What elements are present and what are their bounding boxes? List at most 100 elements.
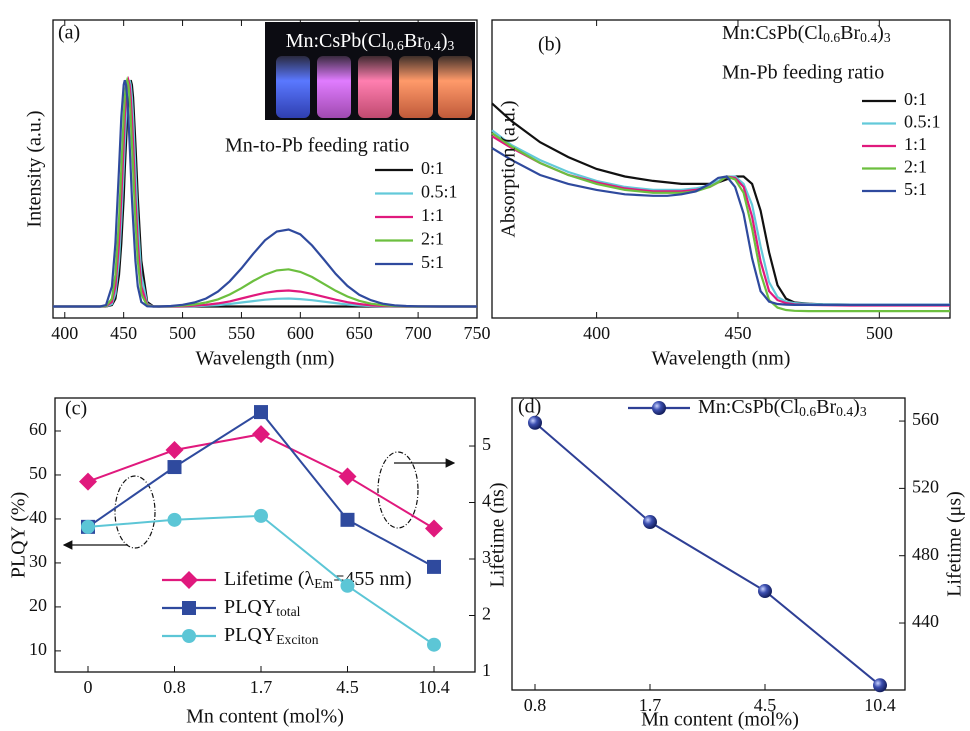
- series-line: [491, 147, 950, 306]
- y2-tick-label: 1: [482, 660, 491, 680]
- series-line: [534, 421, 881, 687]
- x-tick-label: 700: [405, 323, 432, 343]
- x-tick-label: 650: [346, 323, 373, 343]
- y-tick-label: 40: [29, 507, 47, 527]
- inset-text-part: 0.4: [424, 38, 441, 53]
- legend-label: 0:1: [421, 158, 444, 178]
- legend-title-part: 3: [884, 30, 891, 45]
- data-point: [81, 519, 95, 534]
- legend-title-part: Br: [840, 22, 860, 44]
- legend-label: Mn:CsPb(Cl0.6Br0.4)3: [698, 396, 867, 420]
- legend-marker: [182, 629, 196, 643]
- panel-label: (d): [518, 396, 541, 418]
- data-point: [167, 512, 182, 527]
- x-tick-label: 550: [228, 323, 255, 343]
- x-tick-label: 10.4: [418, 677, 450, 697]
- data-point: [254, 405, 268, 420]
- inset-text-part: Br: [404, 30, 424, 52]
- y2-tick-label: 3: [482, 547, 491, 567]
- legend-marker: [182, 601, 196, 615]
- inset-text-part: 0.6: [387, 38, 404, 53]
- legend-label-part: Lifetime (λ: [224, 568, 315, 590]
- legend-marker: [180, 571, 198, 589]
- legend-label-part: 0.6: [799, 404, 816, 419]
- x-tick-label: 0: [84, 677, 93, 697]
- data-point: [758, 584, 772, 599]
- y2-tick-label: 440: [912, 611, 939, 631]
- y-axis-title: Absorption (a.u.): [498, 100, 520, 237]
- y-tick-label: 50: [29, 463, 47, 483]
- y2-tick-label: 4: [482, 491, 491, 511]
- data-point: [427, 637, 441, 652]
- legend-label-part: Em: [314, 576, 333, 591]
- series-line: [491, 132, 950, 313]
- legend-label-part: ): [853, 396, 860, 418]
- inset-text-part: ): [441, 30, 448, 52]
- panel-label: (c): [65, 398, 87, 420]
- y-axis-title: Intensity (a.u.): [24, 110, 46, 227]
- x-tick-label: 450: [724, 323, 751, 343]
- series-line: [491, 102, 950, 306]
- legend-marker: [652, 401, 666, 415]
- legend-title: Mn-to-Pb feeding ratio: [225, 135, 409, 157]
- legend-label: 0.5:1: [904, 112, 941, 132]
- y2-axis-title: Lifetime (ns): [487, 483, 509, 588]
- data-point: [643, 515, 657, 530]
- legend-label: 1:1: [421, 205, 444, 225]
- series-line: [53, 79, 477, 308]
- x-tick-label: 400: [51, 323, 78, 343]
- legend-label: 2:1: [421, 229, 444, 249]
- legend-title: Mn:CsPb(Cl0.6Br0.4)3: [722, 22, 891, 46]
- data-point: [425, 519, 443, 538]
- y-axis-title: PLQY (%): [8, 492, 30, 578]
- legend-label: 1:1: [904, 134, 927, 154]
- data-point: [340, 512, 355, 527]
- x-axis-title: Wavelength (nm): [196, 348, 335, 370]
- series-line: [491, 129, 950, 306]
- plot-frame: [54, 397, 476, 673]
- legend-title-part: Mn:CsPb(Cl: [722, 22, 824, 44]
- y2-tick-label: 5: [482, 434, 491, 454]
- y-tick-label: 30: [29, 551, 47, 571]
- data-point: [254, 508, 268, 523]
- data-point: [252, 425, 270, 444]
- legend-label-part: total: [276, 604, 300, 619]
- data-point: [528, 415, 542, 430]
- plot-frame: [491, 19, 951, 319]
- x-tick-label: 1.7: [639, 695, 662, 715]
- data-point: [165, 440, 184, 459]
- panel-label: (b): [538, 34, 561, 56]
- x-tick-label: 400: [583, 323, 610, 343]
- legend-label: 2:1: [904, 157, 927, 177]
- x-tick-label: 4.5: [336, 677, 359, 697]
- plot-frame: [52, 19, 478, 319]
- x-tick-label: 0.8: [163, 677, 186, 697]
- x-tick-label: 0.8: [524, 695, 547, 715]
- data-point: [427, 559, 441, 574]
- legend-title-part: ): [877, 22, 884, 44]
- x-axis-title: Mn content (mol%): [641, 709, 799, 731]
- legend-label: PLQYExciton: [224, 624, 319, 648]
- data-point: [167, 460, 182, 475]
- data-point: [338, 467, 357, 486]
- plot-frame: [511, 397, 906, 691]
- series-line: [491, 135, 950, 307]
- annotation: [62, 451, 456, 550]
- x-axis-title: Wavelength (nm): [652, 348, 791, 370]
- y-tick-label: 10: [29, 639, 47, 659]
- x-tick-label: 4.5: [754, 695, 777, 715]
- y2-axis-title: Lifetime (μs): [944, 491, 966, 597]
- legend-label-part: 0.4: [836, 404, 853, 419]
- legend-label: Lifetime (λEm=455 nm): [224, 568, 412, 592]
- legend-label: 5:1: [904, 179, 927, 199]
- x-tick-label: 500: [169, 323, 196, 343]
- legend-label-part: PLQY: [224, 624, 276, 646]
- y2-tick-label: 560: [912, 409, 939, 429]
- y2-tick-label: 480: [912, 544, 939, 564]
- legend-label: 0.5:1: [421, 182, 458, 202]
- inset-text-part: Mn:CsPb(Cl: [286, 30, 388, 52]
- y2-tick-label: 2: [482, 604, 491, 624]
- y2-tick-label: 520: [912, 477, 939, 497]
- x-tick-label: 1.7: [250, 677, 273, 697]
